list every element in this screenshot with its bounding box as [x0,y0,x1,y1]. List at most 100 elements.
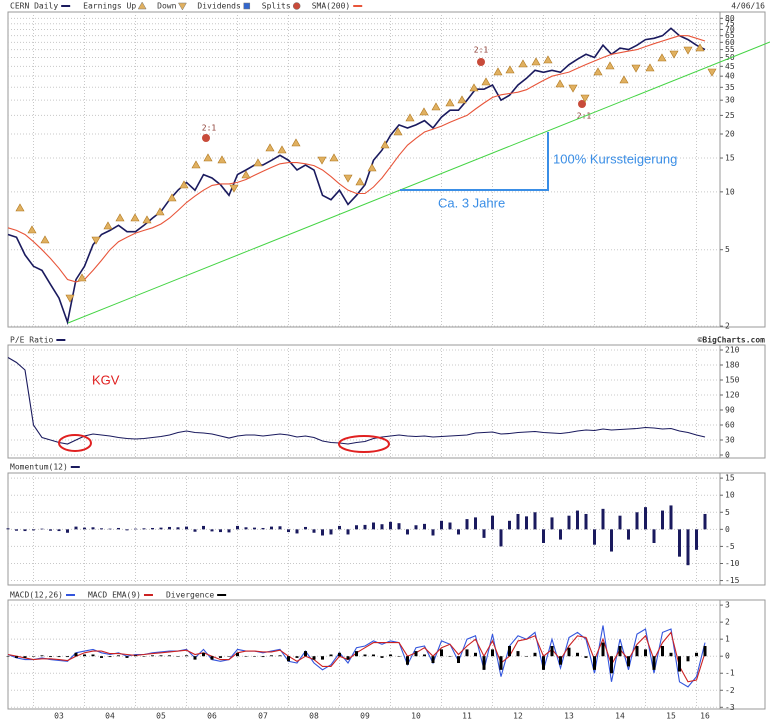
bar [23,656,27,658]
bar [159,655,163,657]
split-marker [578,100,586,108]
legend-label: Dividends [197,2,241,11]
bar [321,529,324,536]
y-tick-label: 55 [725,45,735,54]
y-tick-label: 60 [725,421,735,430]
bar [627,529,630,540]
bar [414,525,418,530]
bar [542,656,545,670]
bar [66,529,69,533]
bar [304,651,307,657]
bar [261,527,265,530]
bar [644,649,647,657]
bar [499,529,503,547]
bar [423,654,426,657]
bar [576,510,579,530]
bar [100,528,103,530]
bar [372,522,375,530]
x-tick-label: 16 [700,712,710,721]
bar [652,529,656,543]
bar [253,527,256,530]
x-tick-label: 06 [207,712,217,721]
y-tick-label: -1 [725,669,735,678]
bar [678,656,681,672]
bar [431,656,435,664]
panel: 210 180 150 120 90 60 30 0 P/E Ratio [7,336,766,460]
bar [397,656,401,657]
bar [295,529,299,534]
y-tick-label: 15 [725,474,735,483]
bar [618,645,622,657]
bar [576,652,579,657]
bar [193,529,197,532]
bar [559,529,562,540]
bar [304,526,307,530]
line-series [7,625,706,688]
bar [508,645,511,657]
y-tick-label: -3 [725,703,735,712]
earnings-down-markers [65,46,717,303]
split-label: 2:1 [202,124,217,133]
y-tick-label: 15 [725,154,735,163]
earnings-up-markers [15,43,705,282]
bar [440,649,443,657]
bar [168,526,171,530]
bar [678,529,681,557]
legend-label: Earnings Up [83,2,136,11]
bar [66,656,69,658]
split-label: 2:1 [474,46,489,55]
bar [159,527,163,530]
bar [491,649,494,657]
bar [601,642,605,657]
bar [253,656,256,657]
y-tick-label: 65 [725,31,735,40]
legend-icon [177,2,187,11]
y-tick-label: -5 [725,542,735,551]
bar [338,525,341,530]
bar [593,656,596,670]
bar [567,647,571,657]
bar [57,656,61,658]
bar [516,513,520,530]
bar [185,526,188,530]
legend-label: MACD(12,26) [10,591,63,600]
annotation-bracket [400,132,549,191]
bar [15,656,18,658]
legend-label: CERN Daily [10,2,58,11]
highlight-ellipse [58,434,92,452]
y-tick-label: 45 [725,62,735,71]
bar [533,512,537,530]
bar [346,656,350,660]
bar [550,645,554,657]
bar [372,654,375,657]
bar [142,528,146,530]
bar [406,656,409,665]
bar [32,529,35,531]
y-tick-label: 70 [725,25,735,34]
bar [270,526,273,530]
bar [465,649,469,657]
y-tick-label: 40 [725,72,735,81]
panel: 80757065605550454035302520151052CERN Dai… [7,1,766,331]
bar [363,524,367,530]
y-tick-label: 35 [725,83,735,92]
bar [176,656,180,657]
bar [168,655,171,657]
bar [474,652,477,657]
line-series [7,357,706,445]
bar [423,523,426,530]
bar [695,652,698,657]
bar [448,656,452,657]
bar [627,656,630,667]
y-tick-label: 80 [725,14,735,23]
x-tick-label: 13 [564,712,574,721]
bar [134,528,137,530]
bar [108,528,112,530]
y-tick-label: 10 [725,491,735,500]
bar [91,527,95,530]
bar [703,513,707,530]
bar [6,656,10,657]
bar [312,529,316,533]
bar [278,655,282,657]
bar [278,526,282,530]
